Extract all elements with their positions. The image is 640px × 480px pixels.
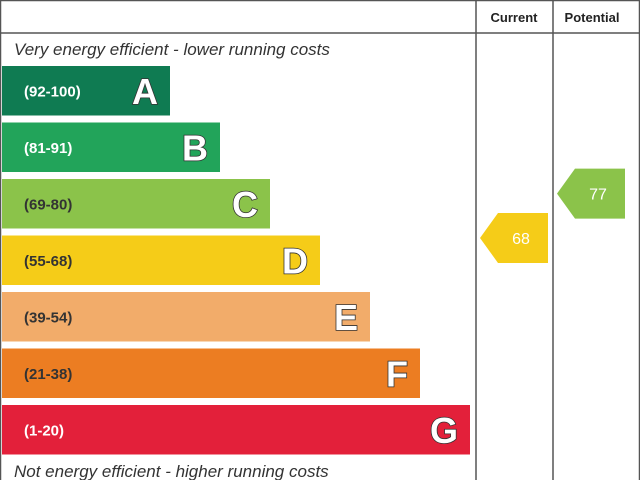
band-c-letter: C (232, 184, 258, 225)
rating-arrows: 68 77 (480, 168, 625, 263)
top-efficiency-note: Very energy efficient - lower running co… (14, 40, 330, 59)
band-a: (92-100) A (2, 66, 170, 116)
potential-rating-arrow-shape (557, 168, 625, 219)
band-c-bar (2, 179, 270, 229)
band-d-range: (55-68) (24, 253, 72, 270)
current-column-header: Current (491, 10, 539, 25)
potential-column-header: Potential (565, 10, 620, 25)
band-f-letter: F (386, 353, 408, 394)
band-f: (21-38) F (2, 348, 420, 398)
band-d-letter: D (282, 240, 308, 281)
band-d-bar (2, 235, 320, 285)
band-d: (55-68) D (2, 235, 320, 285)
band-e: (39-54) E (2, 292, 370, 342)
band-f-range: (21-38) (24, 366, 72, 383)
band-b-bar (2, 122, 220, 172)
rating-bands: (92-100) A (81-91) B (69-80) C (55-68) D (39-54)… (2, 66, 470, 455)
band-a-range: (92-100) (24, 83, 81, 100)
band-b-letter: B (182, 127, 208, 168)
band-a-bar (2, 66, 170, 116)
band-b-range: (81-91) (24, 140, 72, 157)
potential-rating-arrow: 77 (557, 168, 625, 219)
band-g-range: (1-20) (24, 422, 64, 439)
current-rating-arrow-shape (480, 212, 548, 263)
potential-rating-value: 77 (589, 187, 607, 204)
bottom-efficiency-note: Not energy efficient - higher running co… (14, 462, 329, 480)
band-b: (81-91) B (2, 122, 220, 172)
band-c: (69-80) C (2, 179, 270, 229)
band-g: (1-20) G (2, 405, 470, 455)
band-a-letter: A (132, 71, 158, 112)
band-f-bar (2, 348, 420, 398)
band-g-bar (2, 405, 470, 455)
band-e-range: (39-54) (24, 309, 72, 326)
band-e-bar (2, 292, 370, 342)
band-g-letter: G (430, 410, 458, 451)
current-rating-arrow: 68 (480, 212, 548, 263)
band-e-letter: E (334, 297, 358, 338)
current-rating-value: 68 (512, 231, 530, 248)
band-c-range: (69-80) (24, 196, 72, 213)
